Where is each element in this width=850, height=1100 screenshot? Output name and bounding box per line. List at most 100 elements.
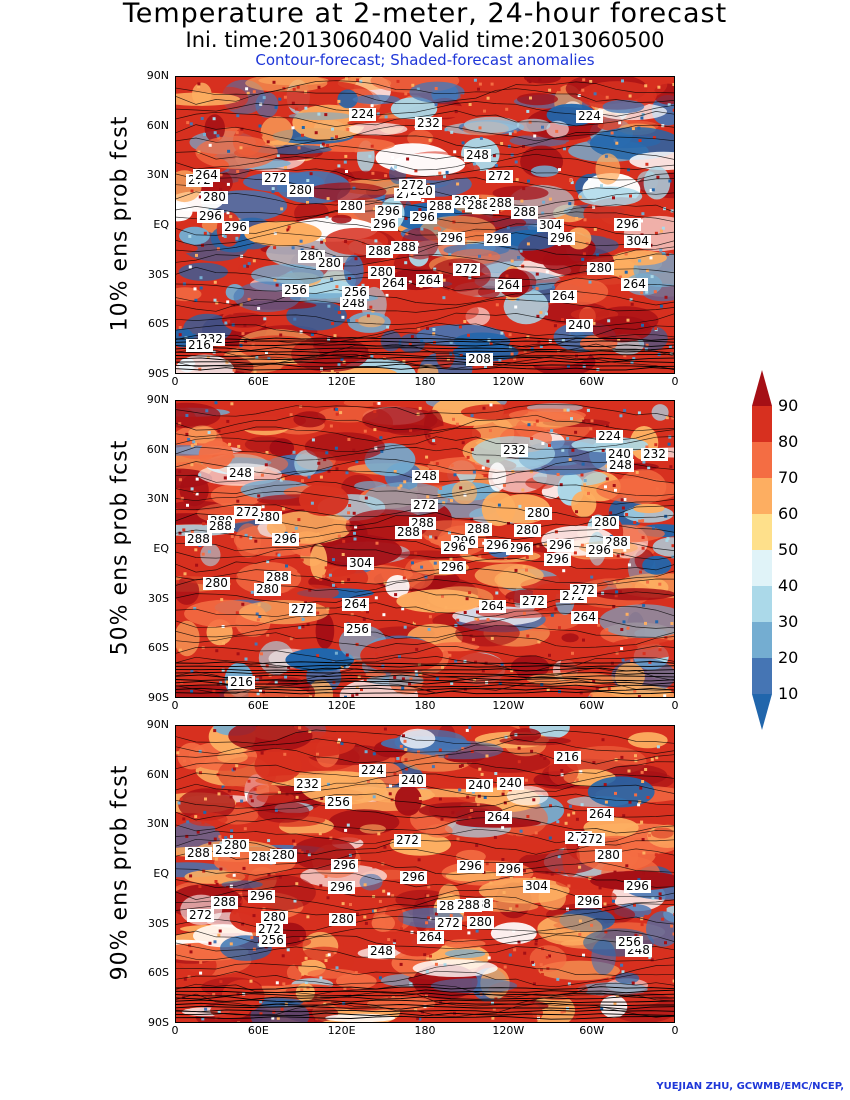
contour-label: 264 [479, 599, 506, 613]
contour-label: 264 [342, 597, 369, 611]
contour-label: 224 [349, 107, 376, 121]
lat-tick-label: 60S [148, 966, 169, 980]
colorbar [752, 370, 772, 730]
lat-tick-label: 90N [146, 69, 169, 82]
contour-label: 296 [400, 870, 427, 884]
colorbar-segment [752, 694, 772, 730]
lat-tick-label: 60N [146, 118, 169, 132]
colorbar-tick-label: 60 [778, 504, 799, 523]
lon-tick-label: 180 [414, 1024, 436, 1037]
contour-label: 296 [272, 532, 299, 546]
map-panel: 2722722722802642882882802882802962962802… [175, 400, 675, 698]
contour-label: 240 [497, 776, 524, 790]
contour-label: 280 [595, 848, 622, 862]
contour-label: 256 [616, 935, 643, 949]
contour-label: 296 [484, 232, 511, 246]
colorbar-segment [752, 550, 772, 586]
lon-tick-label: 0 [171, 1024, 179, 1037]
contour-label: 288 [207, 519, 234, 533]
contour-label: 264 [571, 610, 598, 624]
contour-label: 272 [578, 832, 605, 846]
lon-tick-label: 120E [327, 375, 356, 388]
contour-label: 280 [514, 523, 541, 537]
contour-label: 296 [457, 859, 484, 873]
contour-label: 296 [248, 889, 275, 903]
contour-label: 280 [255, 510, 282, 524]
lat-tick-label: 60S [148, 317, 169, 331]
contour-label: 272 [262, 171, 289, 185]
contour-label: 248 [464, 148, 491, 162]
lat-tick-label: EQ [153, 218, 169, 231]
contour-label: 232 [641, 447, 668, 461]
contour-label: 296 [438, 231, 465, 245]
contour-label: 280 [201, 190, 228, 204]
contour-label: 232 [415, 116, 442, 130]
contour-label: 296 [410, 210, 437, 224]
contour-label: 288 [487, 196, 514, 210]
contour-label: 280 [254, 582, 281, 596]
contour-label: 216 [228, 675, 255, 689]
colorbar-segment [752, 478, 772, 514]
contour-label: 264 [587, 807, 614, 821]
panel-side-label: 50% ens prob fcst [107, 439, 133, 656]
contour-label: 272 [187, 908, 214, 922]
lat-tick-label: 60N [146, 767, 169, 781]
lon-tick-label: 60W [579, 699, 605, 712]
lon-tick-label: 0 [171, 699, 179, 712]
contour-label: 240 [399, 773, 426, 787]
lon-tick-label: 120E [327, 1024, 356, 1037]
colorbar-segment [752, 370, 772, 406]
contour-label: 280 [467, 915, 494, 929]
contour-label: 304 [347, 556, 374, 570]
contour-label: 296 [548, 231, 575, 245]
lat-tick-label: EQ [153, 867, 169, 880]
lat-tick-label: 30N [146, 492, 169, 506]
map-subtitle: Ini. time:2013060400 Valid time:20130605… [185, 28, 665, 52]
colorbar-tick-label: 40 [778, 576, 799, 595]
contour-label: 280 [338, 199, 365, 213]
contour-label: 256 [342, 285, 369, 299]
contour-label: 224 [359, 763, 386, 777]
lon-tick-label: 120W [492, 699, 525, 712]
contour-label: 296 [496, 862, 523, 876]
contour-label: 272 [435, 916, 462, 930]
lat-tick-label: 90S [148, 367, 169, 380]
lon-tick-label: 60W [579, 1024, 605, 1037]
lat-tick-label: 60N [146, 442, 169, 456]
lat-tick-label: EQ [153, 542, 169, 555]
lat-tick-label: 90S [148, 1016, 169, 1029]
contour-label: 288 [185, 846, 212, 860]
contour-label: 288 [366, 244, 393, 258]
map-panel: 2722722642642802722802722642802882802802… [175, 76, 675, 374]
lon-tick-label: 60E [247, 699, 269, 712]
lon-tick-label: 180 [414, 699, 436, 712]
contour-label: 280 [261, 910, 288, 924]
contour-label: 296 [506, 541, 533, 555]
contour-label: 264 [495, 278, 522, 292]
lat-tick-label: 90S [148, 691, 169, 704]
colorbar-tick-label: 80 [778, 432, 799, 451]
lon-tick-label: 60W [579, 375, 605, 388]
contour-label: 288 [427, 199, 454, 213]
contour-label: 264 [485, 810, 512, 824]
contour-label: 288 [249, 850, 276, 864]
contour-label: 296 [439, 560, 466, 574]
contour-label: 248 [412, 469, 439, 483]
lon-tick-label: 0 [171, 375, 179, 388]
colorbar-tick-label: 30 [778, 612, 799, 631]
contour-label: 224 [576, 109, 603, 123]
contour-label: 272 [570, 583, 597, 597]
contour-label: 280 [368, 265, 395, 279]
contour-label: 264 [417, 930, 444, 944]
lon-tick-label: 60E [247, 1024, 269, 1037]
credit-text: YUEJIAN ZHU, GCWMB/EMC/NCEP, [656, 1081, 844, 1092]
lat-tick-label: 30S [148, 591, 169, 605]
contour-label: 288 [455, 898, 482, 912]
contour-label: 272 [289, 602, 316, 616]
contour-label: 280 [203, 576, 230, 590]
contour-label: 296 [371, 217, 398, 231]
contour-label: 280 [316, 256, 343, 270]
contour-label: 272 [256, 922, 283, 936]
contour-label: 296 [441, 540, 468, 554]
contour-label: 280 [270, 848, 297, 862]
